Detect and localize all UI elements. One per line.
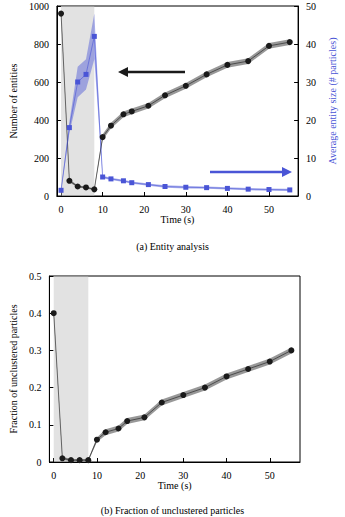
svg-text:600: 600 xyxy=(34,77,49,88)
svg-text:400: 400 xyxy=(34,115,49,126)
svg-text:30: 30 xyxy=(306,77,316,88)
svg-text:200: 200 xyxy=(34,153,49,164)
svg-text:10: 10 xyxy=(306,153,316,164)
svg-text:(a) Entity analysis: (a) Entity analysis xyxy=(136,241,209,253)
svg-text:10: 10 xyxy=(98,204,108,215)
svg-text:(b) Fraction of unclustered pa: (b) Fraction of unclustered particles xyxy=(101,505,244,517)
svg-text:40: 40 xyxy=(306,39,316,50)
svg-text:Fraction of unclustered partic: Fraction of unclustered particles xyxy=(8,304,19,433)
svg-text:0.2: 0.2 xyxy=(29,382,42,393)
svg-text:40: 40 xyxy=(222,204,232,215)
svg-text:0: 0 xyxy=(44,191,49,202)
svg-text:40: 40 xyxy=(222,470,232,481)
svg-text:50: 50 xyxy=(264,204,274,215)
svg-text:0: 0 xyxy=(51,470,56,481)
svg-text:Time (s): Time (s) xyxy=(161,214,195,226)
svg-text:0.5: 0.5 xyxy=(29,271,42,282)
svg-text:0: 0 xyxy=(36,457,41,468)
svg-text:30: 30 xyxy=(181,204,191,215)
svg-text:0.1: 0.1 xyxy=(29,419,42,430)
svg-text:0: 0 xyxy=(59,204,64,215)
svg-text:20: 20 xyxy=(135,470,145,481)
svg-text:Average entity size (# particl: Average entity size (# particles) xyxy=(327,38,339,165)
svg-text:50: 50 xyxy=(265,470,275,481)
svg-text:50: 50 xyxy=(306,1,316,12)
svg-text:0.4: 0.4 xyxy=(29,308,42,319)
svg-text:Number of entities: Number of entities xyxy=(8,63,19,138)
svg-text:20: 20 xyxy=(306,115,316,126)
svg-text:0: 0 xyxy=(306,191,311,202)
svg-text:20: 20 xyxy=(139,204,149,215)
svg-text:1000: 1000 xyxy=(29,1,49,12)
svg-text:30: 30 xyxy=(178,470,188,481)
svg-text:800: 800 xyxy=(34,39,49,50)
svg-text:0.3: 0.3 xyxy=(29,345,42,356)
svg-text:10: 10 xyxy=(92,470,102,481)
svg-text:Time (s): Time (s) xyxy=(158,480,192,492)
